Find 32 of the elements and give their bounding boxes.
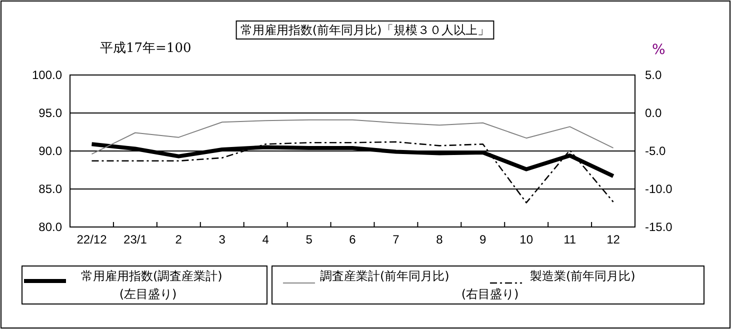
y2-tick-label: 0.0 (645, 106, 662, 120)
legend-label: 常用雇用指数(調査産業計) (81, 269, 222, 283)
y-tick-label: 80.0 (38, 220, 62, 234)
y2-tick-label: -10.0 (645, 182, 673, 196)
x-tick-label: 23/1 (124, 232, 148, 247)
y-tick-label: 100.0 (32, 68, 62, 82)
y2-tick-label: -5.0 (645, 144, 666, 158)
x-tick-label: 11 (564, 232, 576, 247)
y2-tick-label: -15.0 (645, 220, 673, 234)
chart-title: 常用雇用指数(前年同月比)「規模３０人以上」 (240, 23, 490, 37)
chart-subtitle: 平成17年=100 (100, 41, 192, 56)
x-tick-label: 10 (520, 232, 534, 247)
y-tick-label: 90.0 (38, 144, 62, 158)
x-tick-label: 4 (262, 232, 270, 247)
x-tick-label: 8 (436, 232, 444, 247)
y-tick-label: 85.0 (38, 182, 62, 196)
x-tick-label: 6 (349, 232, 356, 247)
x-tick-label: 7 (392, 232, 400, 247)
x-tick-label: 22/12 (76, 232, 108, 247)
x-tick-label: 12 (606, 232, 620, 247)
line-series (91, 119, 614, 155)
x-tick-label: 3 (218, 232, 226, 247)
legend-label: 調査産業計(前年同月比) (320, 269, 450, 283)
y2-axis-title: % (652, 42, 666, 58)
text: (左目盛り) (119, 287, 177, 301)
x-tick-label: 5 (306, 232, 313, 247)
x-tick-label: 2 (175, 232, 182, 247)
x-tick-label: 9 (480, 232, 487, 247)
legend-label: 製造業(前年同月比) (530, 269, 636, 283)
y-tick-label: 95.0 (38, 106, 62, 120)
y2-tick-label: 5.0 (645, 68, 662, 82)
text: (右目盛り) (461, 287, 519, 301)
